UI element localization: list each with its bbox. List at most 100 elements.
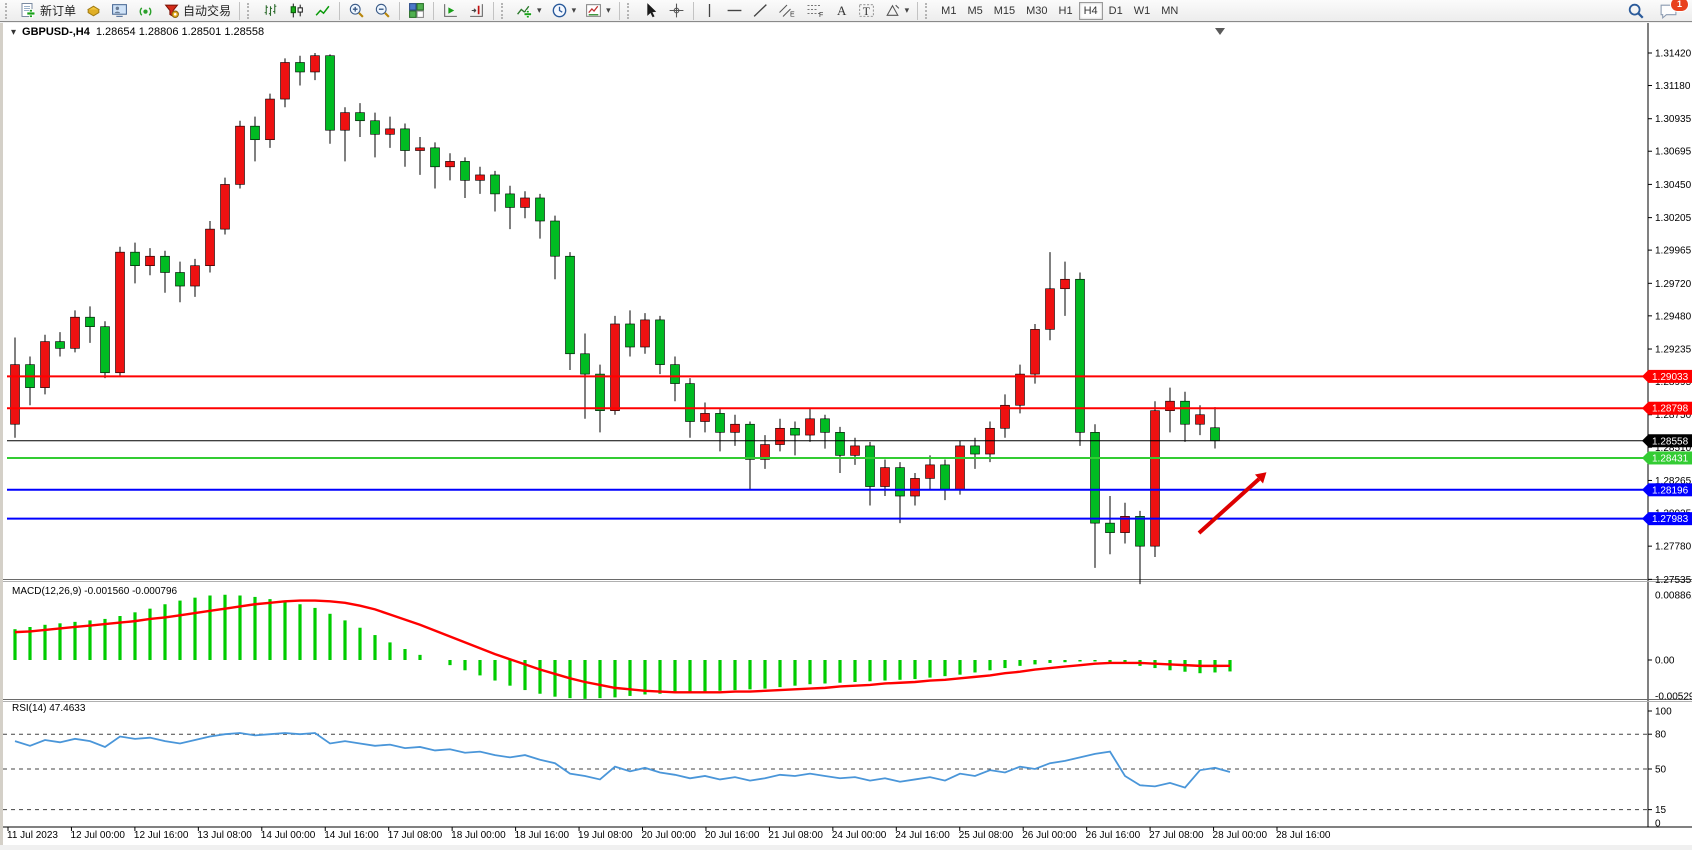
timeframe-button-M15[interactable]: M15 xyxy=(989,2,1020,20)
bar-chart-mode-button[interactable] xyxy=(258,1,283,21)
timeframe-button-H1[interactable]: H1 xyxy=(1054,2,1078,20)
svg-text:1.28265: 1.28265 xyxy=(1655,476,1692,487)
zoom-out-icon xyxy=(375,3,390,18)
svg-text:1.30450: 1.30450 xyxy=(1655,180,1692,191)
svg-text:0: 0 xyxy=(1655,819,1661,830)
zoom-out-button[interactable] xyxy=(370,1,395,21)
pane-borders xyxy=(3,23,1692,845)
trendline-icon xyxy=(753,4,767,17)
zoom-in-icon xyxy=(349,3,364,18)
price-axis[interactable]: 1.31420 1.31180 1.30935 1.30695 1.30450 1.302… xyxy=(1648,49,1692,586)
line-chart-mode-button[interactable] xyxy=(310,1,335,21)
text-label-icon: T xyxy=(858,4,874,18)
svg-text:17 Jul 08:00: 17 Jul 08:00 xyxy=(388,830,443,841)
arrows-tool-button[interactable] xyxy=(880,1,914,21)
cursor-tool-button[interactable] xyxy=(638,1,663,21)
vertical-line-icon xyxy=(708,4,710,17)
fibonacci-tool-button[interactable]: F xyxy=(802,1,829,21)
cursor-icon xyxy=(646,3,656,18)
svg-text:T: T xyxy=(862,5,869,18)
timeframe-button-D1[interactable]: D1 xyxy=(1104,2,1128,20)
svg-text:1.28798: 1.28798 xyxy=(1652,404,1689,415)
chart-symbol-period: GBPUSD-,H4 xyxy=(22,26,90,38)
equidistant-channel-icon: E xyxy=(778,4,795,19)
svg-text:-0.005294: -0.005294 xyxy=(1655,692,1692,703)
bar-chart-icon xyxy=(264,4,277,16)
svg-text:18 Jul 00:00: 18 Jul 00:00 xyxy=(451,830,506,841)
toolbar-grip[interactable] xyxy=(925,2,932,19)
main-toolbar: 新订单 自动交易 xyxy=(0,0,1692,22)
svg-text:1.30205: 1.30205 xyxy=(1655,213,1692,224)
templates-icon xyxy=(586,4,602,17)
autotrading-icon xyxy=(164,4,179,18)
timeframe-button-M30[interactable]: M30 xyxy=(1021,2,1052,20)
text-label-tool-button[interactable]: T xyxy=(854,1,879,21)
svg-text:24 Jul 16:00: 24 Jul 16:00 xyxy=(895,830,950,841)
timeframe-button-M5[interactable]: M5 xyxy=(962,2,987,20)
one-click-trading-toggle[interactable] xyxy=(11,26,16,38)
chart-shift-marker[interactable] xyxy=(1215,28,1225,35)
time-axis[interactable]: 11 Jul 2023 12 Jul 00:00 12 Jul 16:00 13 Ju… xyxy=(7,827,1331,841)
svg-text:1.27780: 1.27780 xyxy=(1655,542,1692,553)
crosshair-icon xyxy=(669,3,684,18)
macd-label: MACD(12,26,9) -0.001560 -0.000796 xyxy=(12,586,178,597)
svg-text:1.28196: 1.28196 xyxy=(1652,485,1689,496)
periods-button[interactable] xyxy=(547,1,581,21)
new-order-button[interactable]: 新订单 xyxy=(16,1,80,21)
shapes-icon xyxy=(885,4,899,16)
toolbar-grip[interactable] xyxy=(247,2,254,19)
templates-button[interactable] xyxy=(581,1,615,21)
horizontal-line-tool-button[interactable] xyxy=(722,1,747,21)
terminal-icon xyxy=(112,4,127,17)
notification-badge[interactable]: 1 xyxy=(1670,0,1689,12)
chart-ohlc-values: 1.28654 1.28806 1.28501 1.28558 xyxy=(95,26,265,38)
trendline-tool-button[interactable] xyxy=(748,1,773,21)
signals-icon xyxy=(139,7,152,16)
svg-text:12 Jul 16:00: 12 Jul 16:00 xyxy=(134,830,189,841)
svg-text:100: 100 xyxy=(1655,707,1672,718)
toolbar-grip[interactable] xyxy=(626,2,634,19)
svg-text:1.28750: 1.28750 xyxy=(1655,410,1692,421)
autotrading-button[interactable]: 自动交易 xyxy=(159,1,235,21)
rsi-line xyxy=(14,732,1231,789)
svg-text:0.00: 0.00 xyxy=(1655,656,1675,667)
chart-shift-button[interactable] xyxy=(464,1,489,21)
tile-windows-button[interactable] xyxy=(404,1,429,21)
svg-text:1.29235: 1.29235 xyxy=(1655,345,1692,356)
search-button[interactable] xyxy=(1623,1,1649,21)
svg-text:18 Jul 16:00: 18 Jul 16:00 xyxy=(515,830,570,841)
new-order-label: 新订单 xyxy=(40,4,77,18)
vertical-line-tool-button[interactable] xyxy=(698,1,721,21)
svg-text:28 Jul 00:00: 28 Jul 00:00 xyxy=(1213,830,1268,841)
chart-canvas[interactable]: 1.31420 1.31180 1.30935 1.30695 1.30450 1.302… xyxy=(3,23,1692,845)
toolbar-grip[interactable] xyxy=(5,2,12,19)
svg-text:13 Jul 08:00: 13 Jul 08:00 xyxy=(197,830,252,841)
signals-button[interactable] xyxy=(133,1,158,21)
svg-text:50: 50 xyxy=(1655,765,1667,776)
indicators-button[interactable] xyxy=(512,1,546,21)
svg-text:0.008861: 0.008861 xyxy=(1655,591,1692,602)
toolbar-grip[interactable] xyxy=(501,2,508,19)
timeframe-button-H4[interactable]: H4 xyxy=(1078,1,1103,20)
price-lines[interactable] xyxy=(7,375,1648,520)
market-watch-button[interactable] xyxy=(81,1,106,21)
svg-text:1.27535: 1.27535 xyxy=(1655,575,1692,586)
terminal-button[interactable] xyxy=(107,1,132,21)
indicators-icon xyxy=(517,5,532,19)
arrow-annotation[interactable] xyxy=(1197,472,1267,535)
svg-text:1.29480: 1.29480 xyxy=(1655,311,1692,322)
svg-text:25 Jul 08:00: 25 Jul 08:00 xyxy=(959,830,1014,841)
zoom-in-button[interactable] xyxy=(344,1,369,21)
candlestick-mode-button[interactable] xyxy=(284,1,309,21)
svg-text:F: F xyxy=(819,12,823,19)
crosshair-tool-button[interactable] xyxy=(664,1,689,21)
text-tool-button[interactable]: A xyxy=(830,1,853,21)
channel-tool-button[interactable]: E xyxy=(774,1,801,21)
timeframe-button-W1[interactable]: W1 xyxy=(1129,2,1156,20)
svg-text:1.31180: 1.31180 xyxy=(1655,81,1691,92)
timeframe-button-MN[interactable]: MN xyxy=(1156,2,1183,20)
svg-text:14 Jul 00:00: 14 Jul 00:00 xyxy=(261,830,316,841)
auto-scroll-button[interactable] xyxy=(438,1,463,21)
timeframe-button-M1[interactable]: M1 xyxy=(936,2,961,20)
